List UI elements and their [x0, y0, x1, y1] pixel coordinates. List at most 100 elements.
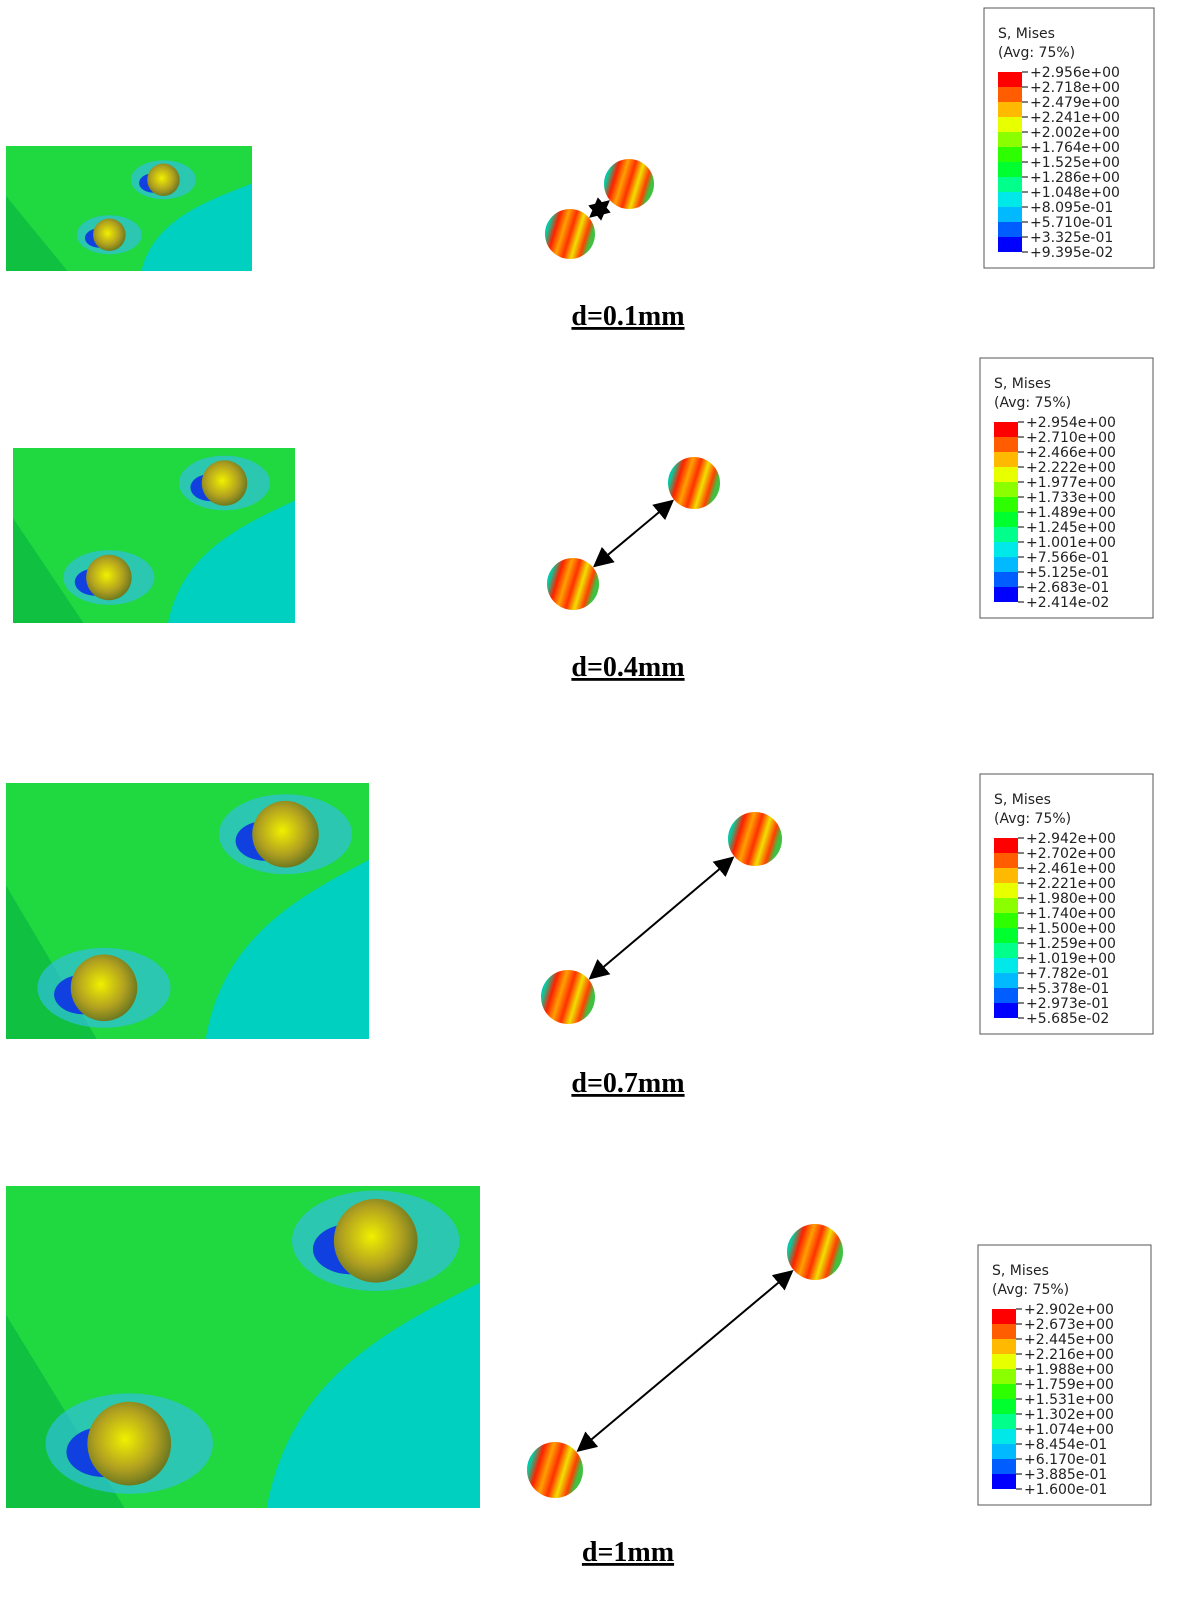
simulation-image	[6, 1186, 480, 1508]
legend-value: +7.782e-01	[1026, 966, 1109, 982]
legend-value: +2.973e-01	[1026, 996, 1109, 1012]
legend-value: +2.718e+00	[1030, 80, 1120, 96]
legend-value: +3.325e-01	[1030, 230, 1113, 246]
legend-swatch	[998, 117, 1022, 132]
bump	[87, 1402, 171, 1486]
legend-value: +7.566e-01	[1026, 550, 1109, 566]
legend-value: +3.885e-01	[1024, 1467, 1107, 1483]
distance-arrow	[591, 201, 609, 216]
legend-value: +2.241e+00	[1030, 110, 1120, 126]
legend-swatch	[992, 1384, 1016, 1399]
bump	[93, 219, 126, 252]
bump	[147, 164, 180, 197]
legend-swatch	[998, 147, 1022, 162]
legend-swatch	[992, 1414, 1016, 1429]
legend-swatch	[998, 72, 1022, 87]
legend-swatch	[998, 177, 1022, 192]
legend-swatch	[998, 132, 1022, 147]
legend-value: +2.942e+00	[1026, 831, 1116, 847]
legend-title: S, Mises	[994, 376, 1051, 392]
legend-swatch	[994, 943, 1018, 958]
legend-value: +2.954e+00	[1026, 415, 1116, 431]
legend-swatch	[992, 1474, 1016, 1489]
legend-title: S, Mises	[992, 1263, 1049, 1279]
legend-swatch	[994, 853, 1018, 868]
legend-value: +2.466e+00	[1026, 445, 1116, 461]
legend-value: +8.454e-01	[1024, 1437, 1107, 1453]
bump	[202, 460, 248, 506]
legend-swatch	[992, 1339, 1016, 1354]
legend-value: +1.001e+00	[1026, 535, 1116, 551]
sphere	[728, 812, 782, 866]
sphere	[787, 1224, 843, 1280]
legend-value: +5.378e-01	[1026, 981, 1109, 997]
bump	[86, 555, 132, 601]
legend-value: +1.302e+00	[1024, 1407, 1114, 1423]
legend-swatch	[998, 192, 1022, 207]
legend-value: +2.445e+00	[1024, 1332, 1114, 1348]
sphere	[547, 558, 599, 610]
legend-value: +1.531e+00	[1024, 1392, 1114, 1408]
legend-value: +2.956e+00	[1030, 65, 1120, 81]
simulation-image	[6, 146, 252, 271]
legend-subtitle: (Avg: 75%)	[992, 1282, 1069, 1298]
legend-swatch	[992, 1459, 1016, 1474]
legend-swatch	[992, 1369, 1016, 1384]
legend-value: +1.740e+00	[1026, 906, 1116, 922]
legend-swatch	[994, 542, 1018, 557]
legend-value: +1.259e+00	[1026, 936, 1116, 952]
legend-value: +1.600e-01	[1024, 1482, 1107, 1498]
distance-label: d=0.1mm	[571, 301, 684, 332]
legend-swatch	[994, 482, 1018, 497]
legend-value: +2.479e+00	[1030, 95, 1120, 111]
sphere	[604, 159, 654, 209]
legend-value: +1.764e+00	[1030, 140, 1120, 156]
legend-swatch	[994, 883, 1018, 898]
legend-value: +2.222e+00	[1026, 460, 1116, 476]
legend-value: +6.170e-01	[1024, 1452, 1107, 1468]
legend-swatch	[994, 838, 1018, 853]
legend-swatch	[998, 237, 1022, 252]
legend-value: +2.216e+00	[1024, 1347, 1114, 1363]
legend-swatch	[994, 437, 1018, 452]
legend-value: +2.221e+00	[1026, 876, 1116, 892]
distance-arrow	[594, 501, 672, 566]
legend-subtitle: (Avg: 75%)	[994, 811, 1071, 827]
legend-swatch	[992, 1429, 1016, 1444]
sphere	[545, 209, 595, 259]
bump	[71, 955, 138, 1022]
distance-arrow	[578, 1271, 792, 1450]
sphere	[668, 457, 720, 509]
legend-swatch	[994, 928, 1018, 943]
legend-value: +2.673e+00	[1024, 1317, 1114, 1333]
legend-subtitle: (Avg: 75%)	[998, 45, 1075, 61]
bump	[334, 1199, 418, 1283]
legend-swatch	[998, 102, 1022, 117]
legend-value: +5.125e-01	[1026, 565, 1109, 581]
legend-swatch	[994, 988, 1018, 1003]
legend-swatch	[992, 1309, 1016, 1324]
legend-swatch	[994, 452, 1018, 467]
legend-swatch	[992, 1444, 1016, 1459]
legend-value: +9.395e-02	[1030, 245, 1113, 261]
legend-value: +2.710e+00	[1026, 430, 1116, 446]
figure: d=0.1mmS, Mises(Avg: 75%)+2.956e+00+2.71…	[0, 0, 1184, 1609]
legend-value: +1.988e+00	[1024, 1362, 1114, 1378]
legend-swatch	[994, 973, 1018, 988]
legend-value: +1.019e+00	[1026, 951, 1116, 967]
legend-value: +1.048e+00	[1030, 185, 1120, 201]
sphere	[541, 970, 595, 1024]
legend-title: S, Mises	[994, 792, 1051, 808]
legend-swatch	[994, 958, 1018, 973]
legend-value: +2.902e+00	[1024, 1302, 1114, 1318]
legend-value: +1.977e+00	[1026, 475, 1116, 491]
distance-arrow	[590, 858, 733, 979]
bump	[252, 801, 319, 868]
legend-swatch	[998, 87, 1022, 102]
legend-subtitle: (Avg: 75%)	[994, 395, 1071, 411]
legend-swatch	[998, 162, 1022, 177]
legend-swatch	[994, 497, 1018, 512]
legend-title: S, Mises	[998, 26, 1055, 42]
legend-swatch	[992, 1399, 1016, 1414]
legend-value: +5.710e-01	[1030, 215, 1113, 231]
